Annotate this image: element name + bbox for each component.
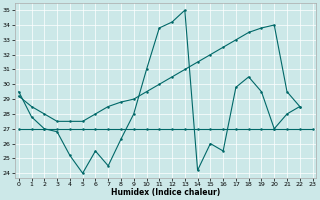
X-axis label: Humidex (Indice chaleur): Humidex (Indice chaleur) [111, 188, 220, 197]
